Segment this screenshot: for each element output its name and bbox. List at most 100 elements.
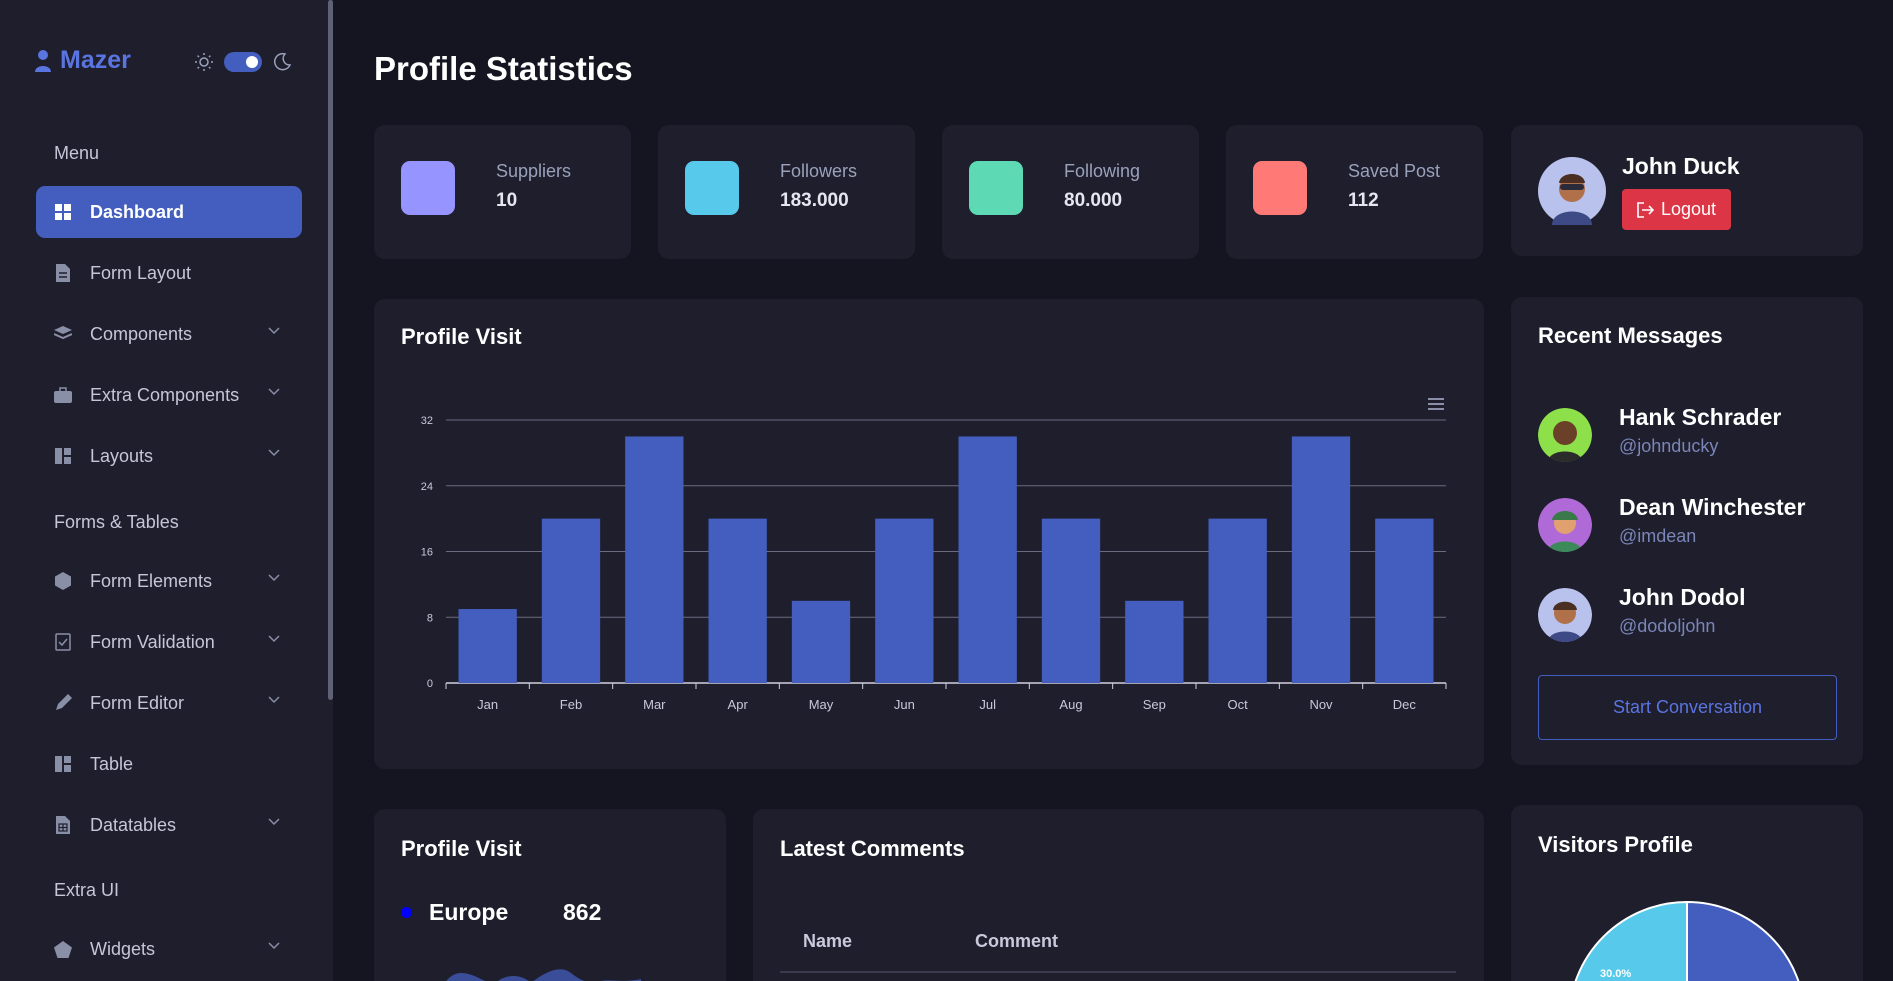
sidebar-item-form-editor[interactable]: Form Editor [36, 677, 302, 729]
message-item[interactable]: Dean Winchester @imdean [1538, 494, 1838, 554]
sparkline [446, 969, 641, 981]
sidebar-item-dashboard[interactable]: Dashboard [36, 186, 302, 238]
bar[interactable] [625, 436, 684, 683]
card-title: Latest Comments [780, 836, 965, 861]
sidebar-item-form-elements[interactable]: Form Elements [36, 555, 302, 607]
message-sender: John Dodol [1619, 584, 1746, 610]
x-tick-label: Jun [894, 697, 915, 712]
pie-chart: 30.0% [1574, 900, 1800, 981]
layout-icon [54, 447, 72, 465]
x-tick-label: Oct [1228, 697, 1249, 712]
region-row: Europe 862 [401, 899, 601, 926]
sidebar: Mazer Menu Dashboard Form Layout [0, 0, 333, 981]
bar[interactable] [791, 600, 851, 683]
message-handle: @dodoljohn [1619, 616, 1716, 636]
bar[interactable] [1208, 518, 1267, 683]
y-tick-label: 32 [421, 415, 433, 427]
sidebar-item-layouts[interactable]: Layouts [36, 430, 302, 482]
hexagon-icon [54, 572, 72, 590]
stat-label: Suppliers [496, 161, 572, 181]
column-header-comment: Comment [975, 931, 1059, 951]
message-handle: @johnducky [1619, 436, 1719, 456]
bar[interactable] [708, 518, 767, 683]
page-title: Profile Statistics [374, 50, 633, 87]
bar[interactable] [1125, 600, 1184, 683]
sidebar-item-extra-components[interactable]: Extra Components [36, 369, 302, 421]
brand-name: Mazer [60, 46, 131, 74]
chevron-down-icon [268, 574, 280, 582]
sidebar-scrollbar[interactable] [328, 0, 333, 700]
message-item[interactable]: Hank Schrader @johnducky [1538, 404, 1838, 464]
sidebar-item-label: Dashboard [90, 201, 185, 222]
grid-icon [54, 203, 72, 221]
pen-icon [54, 694, 72, 712]
card-title: Profile Visit [401, 836, 522, 861]
pie-slice [1686, 900, 1800, 981]
sidebar-item-form-layout[interactable]: Form Layout [36, 247, 302, 299]
stat-icon [969, 161, 1023, 215]
x-tick-label: Sep [1143, 697, 1166, 712]
bar[interactable] [958, 436, 1017, 683]
chevron-down-icon [268, 388, 280, 396]
x-tick-label: Nov [1309, 697, 1333, 712]
table-header-divider [780, 971, 1456, 973]
y-tick-label: 0 [427, 678, 433, 690]
y-tick-label: 24 [421, 481, 433, 493]
logout-button[interactable]: Logout [1622, 189, 1732, 230]
chart-menu-icon[interactable] [1428, 398, 1444, 410]
sidebar-item-widgets[interactable]: Widgets [36, 923, 302, 975]
sidebar-item-label: Form Validation [90, 631, 215, 652]
stat-icon [401, 161, 455, 215]
chevron-down-icon [268, 818, 280, 826]
sidebar-item-table[interactable]: Table [36, 738, 302, 790]
y-tick-label: 8 [427, 612, 433, 624]
avatar [1538, 408, 1592, 462]
chevron-down-icon [268, 696, 280, 704]
stat-card-saved-post: Saved Post 112 [1226, 125, 1483, 259]
profile-visit-card: Profile Visit 0 8 16 24 32 Jan Feb Mar Apr May Jun… [374, 299, 1484, 769]
y-tick-label: 16 [421, 547, 433, 559]
moon-icon [274, 52, 292, 71]
bar[interactable] [458, 609, 517, 683]
chevron-down-icon [268, 942, 280, 950]
region-dot [401, 907, 412, 918]
brand[interactable]: Mazer [34, 46, 131, 75]
bar[interactable] [541, 518, 601, 683]
pentagon-icon [54, 940, 72, 958]
bar[interactable] [1041, 518, 1101, 683]
bar[interactable] [1291, 436, 1351, 683]
logout-icon [1637, 201, 1655, 218]
start-conversation-button[interactable]: Start Conversation [1538, 675, 1837, 740]
stat-icon [1253, 161, 1307, 215]
stat-label: Following [1064, 161, 1141, 181]
sidebar-item-form-validation[interactable]: Form Validation [36, 616, 302, 668]
theme-switch[interactable] [224, 52, 262, 72]
sidebar-item-label: Layouts [90, 445, 154, 466]
chevron-down-icon [268, 635, 280, 643]
recent-messages-card: Recent Messages Hank Schrader @johnducky… [1511, 297, 1863, 765]
bar[interactable] [875, 518, 934, 683]
region-value: 862 [563, 899, 602, 925]
sidebar-item-datatables[interactable]: Datatables [36, 799, 302, 851]
profile-visit-region-card: Profile Visit Europe 862 [374, 809, 726, 981]
x-tick-label: May [809, 697, 834, 712]
avatar [1538, 498, 1592, 552]
stat-icon [685, 161, 739, 215]
theme-toggle[interactable] [194, 52, 292, 72]
card-title: Recent Messages [1538, 323, 1723, 348]
sidebar-section-extra-ui: Extra UI [54, 880, 120, 900]
pie-slice [1574, 900, 1688, 981]
sidebar-item-label: Form Layout [90, 262, 192, 283]
sidebar-item-label: Extra Components [90, 384, 240, 405]
chevron-down-icon [268, 327, 280, 335]
bar[interactable] [1375, 518, 1434, 683]
sidebar-section-forms-tables: Forms & Tables [54, 512, 179, 532]
briefcase-icon [54, 386, 72, 404]
stat-value: 80.000 [1064, 190, 1123, 211]
file-icon [54, 264, 72, 282]
message-item[interactable]: John Dodol @dodoljohn [1538, 584, 1838, 644]
stat-label: Followers [780, 161, 858, 181]
sidebar-item-components[interactable]: Components [36, 308, 302, 360]
sidebar-item-label: Widgets [90, 938, 156, 959]
x-tick-label: Jan [477, 697, 498, 712]
